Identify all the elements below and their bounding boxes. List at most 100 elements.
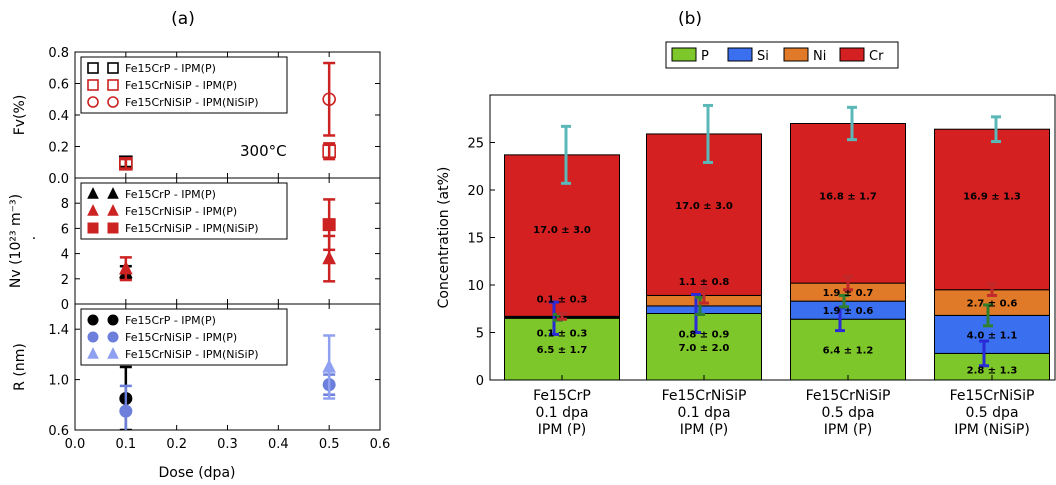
point-group (322, 61, 336, 137)
bar-segment-cr (646, 133, 762, 296)
y-tick-label: 0 (476, 374, 484, 389)
point-group (119, 384, 133, 430)
y-tick-label: 6 (61, 222, 69, 237)
legend-marker (107, 79, 119, 91)
x-tick-label: 0.6 (370, 437, 391, 452)
panel-b-label: (b) (678, 9, 702, 29)
bar-value-label: 7.0 ± 2.0 (679, 343, 730, 354)
legend-marker (107, 331, 119, 343)
bar-category-label: Fe15CrNiSiP (950, 388, 1035, 404)
legend-label: Fe15CrNiSiP - IPM(P) (125, 331, 237, 344)
legend-marker (87, 187, 99, 199)
x-axis-label-dose: Dose (dpa) (159, 465, 236, 481)
bar-category-label: IPM (P) (824, 422, 872, 438)
plot-layer: 0.0 0.2 0.4 0.6 0.8 Fv(%) Fe15CrP - IPM(P) Fe15… (8, 41, 1056, 452)
bar-value-label: 16.8 ± 1.7 (819, 192, 877, 203)
legend-label: Fe15CrNiSiP - IPM(NiSiP) (125, 348, 259, 361)
y-tick-label: 25 (467, 137, 484, 152)
bar-category-label: Fe15CrP (533, 388, 591, 404)
panel-a3-y-axis-label: R (nm) (12, 343, 28, 391)
bar-value-label: 16.9 ± 1.3 (963, 192, 1021, 203)
bar-legend (665, 41, 899, 69)
y-tick-label: 0 (61, 298, 69, 313)
legend-marker (107, 222, 119, 234)
point-group (119, 157, 133, 171)
bar-segment-cr (934, 128, 1050, 291)
point-group (322, 142, 336, 161)
bar-category-label: 0.5 dpa (965, 405, 1018, 421)
bar-value-label: 17.0 ± 3.0 (533, 225, 591, 236)
point-group (119, 256, 133, 282)
stray-dot-mark: · (32, 231, 36, 247)
y-tick-label: 15 (467, 232, 484, 247)
bar-category-label: 0.5 dpa (821, 405, 874, 421)
legend-label-cr: Cr (869, 49, 884, 64)
y-tick-label: 1.0 (48, 374, 69, 389)
x-tick-label: 0.0 (65, 437, 86, 452)
bar-segment-si (646, 305, 762, 314)
x-tick-label: 0.3 (217, 437, 238, 452)
y-tick-label: 4 (61, 248, 69, 263)
data-point (119, 157, 133, 171)
legend-marker (87, 314, 99, 326)
legend-marker (107, 314, 119, 326)
y-tick-label: 0.6 (48, 424, 69, 439)
bar-category-label: IPM (P) (680, 422, 728, 438)
bar-category-label: Fe15CrNiSiP (662, 388, 747, 404)
bar-value-label: 2.8 ± 1.3 (967, 365, 1018, 376)
bar-category-label: 0.1 dpa (535, 405, 588, 421)
bar-segment-cr (790, 123, 906, 284)
y-tick-label: 2 (61, 273, 69, 288)
legend-marker (87, 222, 99, 234)
panel-a-label: (a) (171, 9, 195, 29)
y-tick-label: 10 (467, 279, 484, 294)
legend-marker (107, 347, 119, 359)
y-tick-label: 5 (476, 327, 484, 342)
bar-category-label: 0.1 dpa (677, 405, 730, 421)
legend-marker (107, 187, 119, 199)
panel-a2-y-axis-label: Nv (10²³ m⁻³) (8, 194, 24, 288)
bar-value-label: 1.9 ± 0.6 (823, 306, 874, 317)
legend-marker (87, 79, 99, 91)
bar-value-label: 6.5 ± 1.7 (537, 345, 588, 356)
bar-value-label: 0.8 ± 0.9 (679, 329, 730, 340)
y-tick-label: 0.2 (48, 141, 69, 156)
data-point (322, 250, 336, 265)
data-point (322, 92, 336, 107)
legend-marker (87, 62, 99, 74)
y-tick-label: 0.4 (48, 109, 69, 124)
bar-value-label: 17.0 ± 3.0 (675, 201, 733, 212)
point-group (322, 334, 336, 400)
legend-marker (87, 96, 99, 108)
y-tick-label: 1.4 (48, 323, 69, 338)
legend-swatch-cr (839, 47, 865, 62)
bar-value-label: 1.9 ± 0.7 (823, 288, 874, 299)
bar-category-label: Fe15CrNiSiP (806, 388, 891, 404)
data-point (322, 358, 336, 373)
data-point (322, 144, 336, 159)
bar-category-label: IPM (P) (538, 422, 586, 438)
legend-swatch-p (671, 47, 697, 62)
legend-label-si: Si (757, 49, 769, 64)
data-point (119, 260, 133, 275)
data-point (119, 404, 133, 418)
legend-marker (107, 62, 119, 74)
y-tick-label: 0.0 (48, 172, 69, 187)
x-tick-label: 0.1 (115, 437, 136, 452)
bar-segment-p (504, 317, 620, 381)
legend-marker (87, 331, 99, 343)
legend-label: Fe15CrNiSiP - IPM(P) (125, 79, 237, 92)
bar-value-label: 0.1 ± 0.3 (537, 328, 588, 339)
x-tick-label: 0.4 (268, 437, 289, 452)
legend-marker (87, 204, 99, 216)
legend-marker (87, 347, 99, 359)
legend-label: Fe15CrNiSiP - IPM(P) (125, 205, 237, 218)
panel-a1-y-axis-label: Fv(%) (12, 95, 28, 136)
legend-marker (107, 96, 119, 108)
bar-value-label: 4.0 ± 1.1 (967, 330, 1018, 341)
bar-value-label: 0.1 ± 0.3 (537, 294, 588, 305)
bar-segment-p (646, 313, 762, 381)
legend-label-p: P (701, 49, 709, 64)
data-point (322, 218, 336, 232)
y-tick-label: 20 (467, 184, 484, 199)
